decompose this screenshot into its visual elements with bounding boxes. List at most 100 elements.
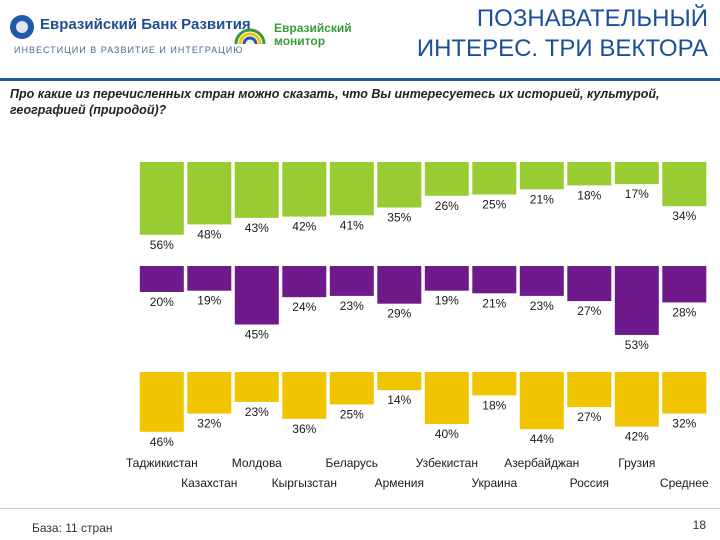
category-label-12: Среднее bbox=[660, 476, 709, 490]
data-label-s1-1: 56% bbox=[150, 238, 174, 252]
data-label-s1-9: 21% bbox=[530, 192, 554, 206]
bar-s2-1 bbox=[139, 266, 184, 292]
category-label-4: Кыргызстан bbox=[272, 476, 337, 490]
category-label-3: Молдова bbox=[232, 456, 282, 470]
bar-s3-4 bbox=[282, 372, 327, 419]
data-label-s2-8: 21% bbox=[482, 296, 506, 310]
bar-s3-10 bbox=[567, 372, 612, 408]
bar-s1-7 bbox=[424, 162, 469, 196]
data-label-s3-9: 44% bbox=[530, 432, 554, 446]
bar-s3-6 bbox=[377, 372, 422, 391]
bar-s1-11 bbox=[614, 162, 659, 185]
data-label-s2-9: 23% bbox=[530, 299, 554, 313]
monitor-logo: Евразийский монитор bbox=[232, 14, 352, 58]
bar-s2-12 bbox=[662, 266, 707, 303]
category-label-8: Украина bbox=[471, 476, 517, 490]
data-label-s1-12: 34% bbox=[672, 209, 696, 223]
data-label-s1-2: 48% bbox=[197, 227, 221, 241]
category-label-11: Грузия bbox=[618, 456, 655, 470]
data-label-s2-7: 19% bbox=[435, 294, 459, 308]
data-label-s1-5: 41% bbox=[340, 218, 364, 232]
bar-s2-2 bbox=[187, 266, 232, 291]
bar-s3-11 bbox=[614, 372, 659, 427]
bar-s1-2 bbox=[187, 162, 232, 225]
category-label-9: Азербайджан bbox=[504, 456, 579, 470]
bar-s2-6 bbox=[377, 266, 422, 304]
data-label-s3-5: 25% bbox=[340, 408, 364, 422]
data-label-s3-7: 40% bbox=[435, 427, 459, 441]
bar-s2-9 bbox=[519, 266, 564, 296]
bar-s3-7 bbox=[424, 372, 469, 424]
category-label-5: Беларусь bbox=[326, 456, 378, 470]
data-label-s1-8: 25% bbox=[482, 198, 506, 212]
data-label-s3-10: 27% bbox=[577, 410, 601, 424]
bar-s2-4 bbox=[282, 266, 327, 298]
data-label-s3-3: 23% bbox=[245, 405, 269, 419]
bar-s3-12 bbox=[662, 372, 707, 414]
data-label-s2-5: 23% bbox=[340, 299, 364, 313]
monitor-name: Евразийский монитор bbox=[274, 22, 352, 48]
data-label-s2-12: 28% bbox=[672, 305, 696, 319]
bar-s3-2 bbox=[187, 372, 232, 414]
category-label-10: Россия bbox=[570, 476, 609, 490]
data-label-s3-8: 18% bbox=[482, 398, 506, 412]
data-label-s3-12: 32% bbox=[672, 417, 696, 431]
bar-s2-7 bbox=[424, 266, 469, 291]
data-label-s3-4: 36% bbox=[292, 422, 316, 436]
bar-s1-5 bbox=[329, 162, 374, 216]
page-title-line1: ПОЗНАВАТЕЛЬНЫЙ bbox=[476, 5, 708, 32]
monitor-name-line1: Евразийский bbox=[274, 21, 352, 35]
bar-s3-8 bbox=[472, 372, 517, 396]
category-label-2: Казахстан bbox=[181, 476, 237, 490]
bar-s1-6 bbox=[377, 162, 422, 208]
data-label-s2-4: 24% bbox=[292, 300, 316, 314]
data-label-s1-7: 26% bbox=[435, 199, 459, 213]
bar-s2-3 bbox=[234, 266, 279, 325]
bar-s2-10 bbox=[567, 266, 612, 302]
footer-divider bbox=[0, 508, 720, 509]
page-number: 18 bbox=[692, 518, 706, 532]
data-label-s1-3: 43% bbox=[245, 221, 269, 235]
data-label-s3-1: 46% bbox=[150, 435, 174, 449]
category-label-7: Узбекистан bbox=[416, 456, 478, 470]
bar-s1-4 bbox=[282, 162, 327, 217]
header-divider bbox=[0, 78, 720, 81]
data-label-s2-11: 53% bbox=[625, 338, 649, 352]
data-label-s2-3: 45% bbox=[245, 328, 269, 342]
bar-s3-1 bbox=[139, 372, 184, 432]
data-label-s3-6: 14% bbox=[387, 393, 411, 407]
bank-tagline: ИНВЕСТИЦИИ В РАЗВИТИЕ И ИНТЕГРАЦИЮ bbox=[14, 45, 244, 55]
data-label-s2-2: 19% bbox=[197, 294, 221, 308]
bank-logo: Евразийский Банк Развития ИНВЕСТИЦИИ В Р… bbox=[10, 12, 251, 60]
page-title-line2: ИНТЕРЕС. ТРИ ВЕКТОРА bbox=[416, 35, 708, 62]
bar-s3-3 bbox=[234, 372, 279, 402]
survey-question: Про какие из перечисленных стран можно с… bbox=[10, 87, 660, 117]
bank-name: Евразийский Банк Развития bbox=[40, 16, 251, 33]
bar-s1-12 bbox=[662, 162, 707, 207]
bar-s3-5 bbox=[329, 372, 374, 405]
data-label-s2-10: 27% bbox=[577, 304, 601, 318]
data-label-s2-1: 20% bbox=[150, 295, 174, 309]
category-label-1: Таджикистан bbox=[126, 456, 198, 470]
data-label-s2-6: 29% bbox=[387, 307, 411, 321]
bar-s2-8 bbox=[472, 266, 517, 294]
bank-logo-icon bbox=[10, 15, 34, 39]
bar-s1-9 bbox=[519, 162, 564, 190]
bar-s3-9 bbox=[519, 372, 564, 430]
category-label-6: Армения bbox=[375, 476, 424, 490]
header: Евразийский Банк Развития ИНВЕСТИЦИИ В Р… bbox=[0, 0, 720, 78]
bar-s1-8 bbox=[472, 162, 517, 195]
bar-s1-3 bbox=[234, 162, 279, 218]
base-note: База: 11 стран bbox=[32, 521, 113, 535]
page-title: ПОЗНАВАТЕЛЬНЫЙ ИНТЕРЕС. ТРИ ВЕКТОРА bbox=[417, 4, 708, 64]
bar-s1-10 bbox=[567, 162, 612, 186]
data-label-s3-2: 32% bbox=[197, 417, 221, 431]
monitor-name-line2: монитор bbox=[274, 34, 326, 48]
bar-s2-11 bbox=[614, 266, 659, 335]
data-label-s1-11: 17% bbox=[625, 187, 649, 201]
data-label-s1-10: 18% bbox=[577, 188, 601, 202]
bar-s2-5 bbox=[329, 266, 374, 296]
data-label-s1-4: 42% bbox=[292, 220, 316, 234]
data-label-s1-6: 35% bbox=[387, 211, 411, 225]
